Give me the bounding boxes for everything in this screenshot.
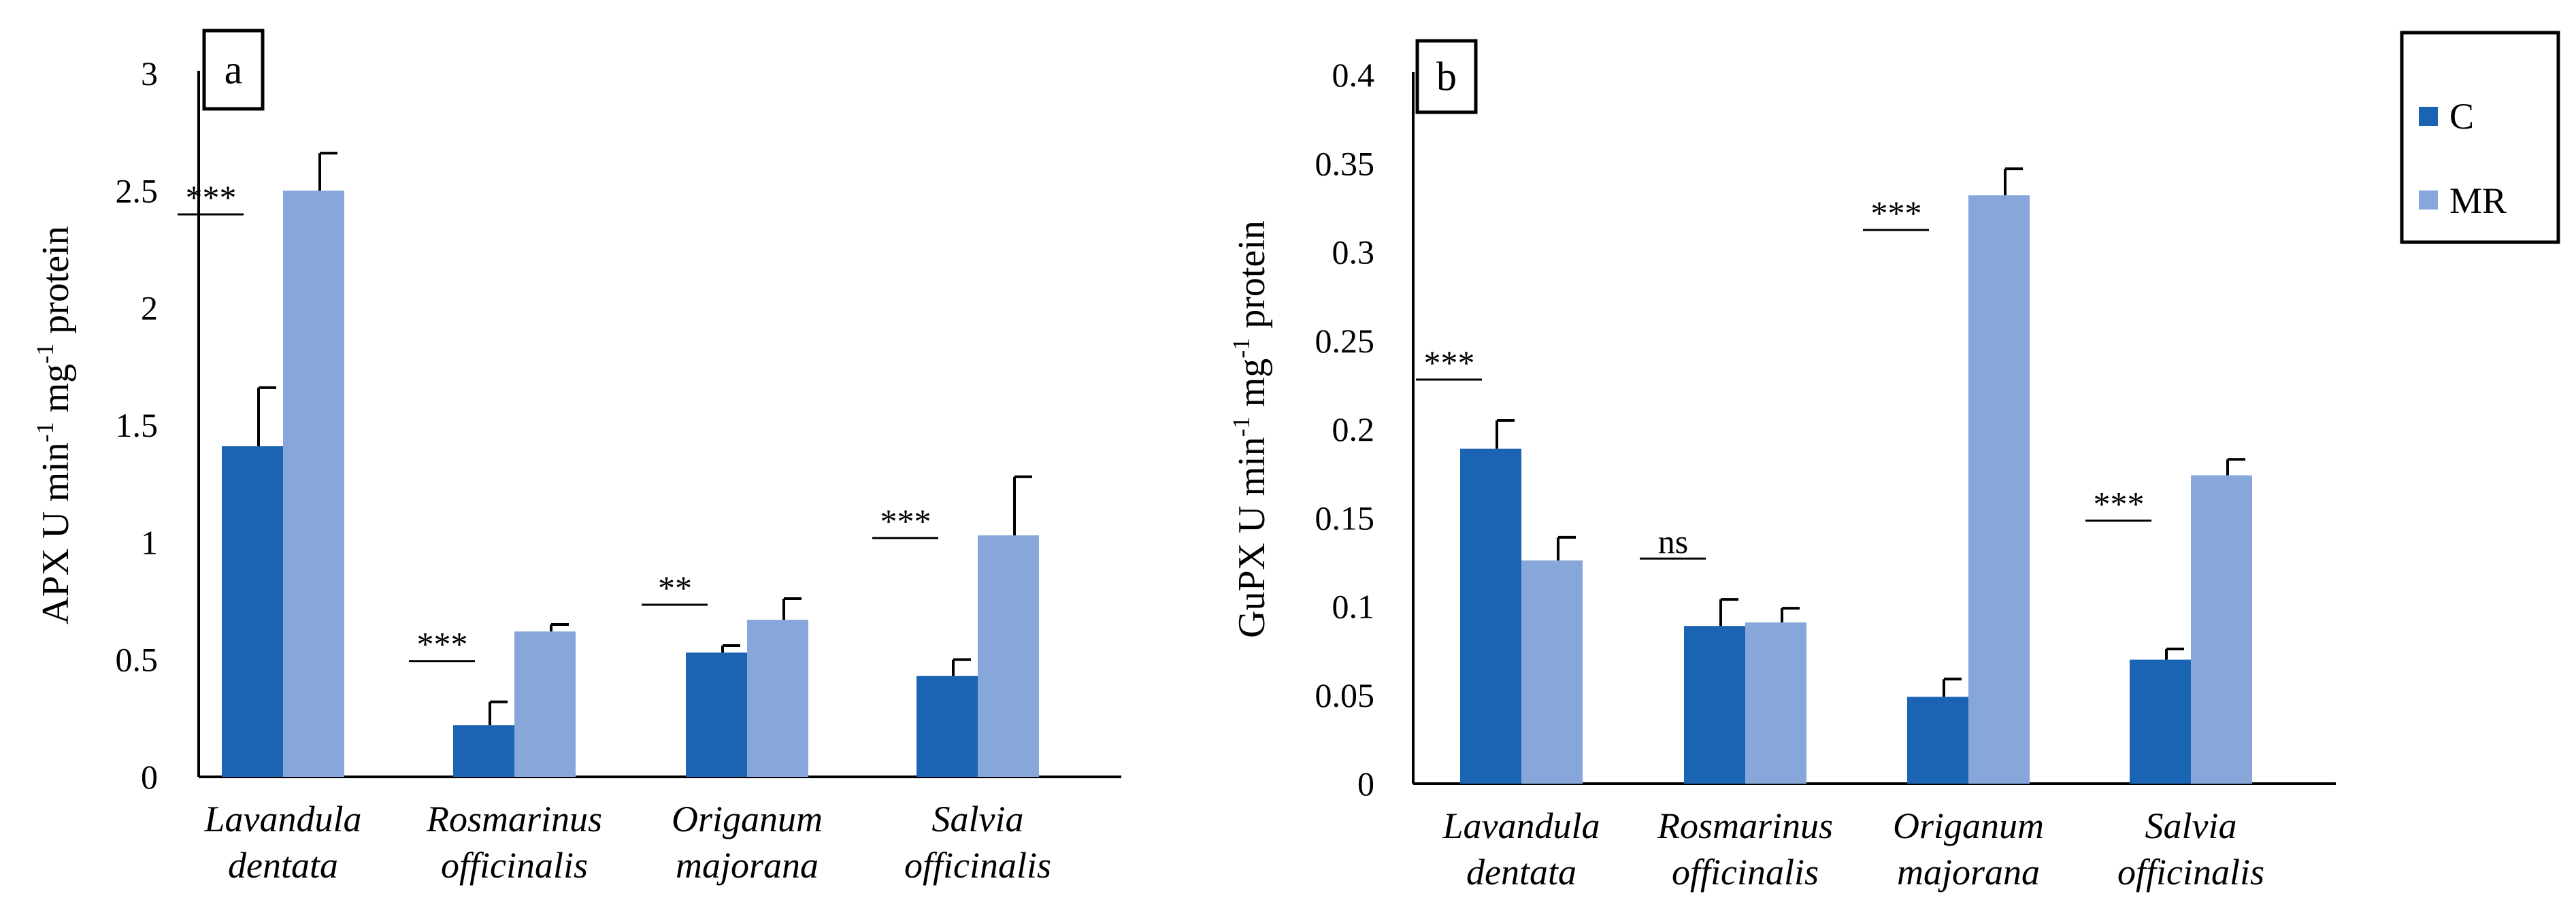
category-label: Lavandula	[1442, 805, 1600, 846]
y-tick-label: 3	[141, 54, 158, 93]
bar-c	[1460, 448, 1521, 784]
y-tick-label: 0.15	[1315, 499, 1375, 537]
y-axis-label: APX U min-1 mg-1 protein	[31, 226, 77, 624]
category-label: majorana	[1897, 852, 2040, 893]
bar-c	[2130, 659, 2191, 784]
significance-label: **	[658, 569, 692, 607]
bar-c	[453, 725, 514, 777]
y-tick-label: 0.1	[1332, 588, 1375, 626]
legend-swatch-mr	[2419, 190, 2438, 210]
bar-mr	[747, 620, 808, 777]
bar-c	[1684, 626, 1745, 784]
category-label: majorana	[676, 845, 819, 886]
y-tick-label: 0.4	[1332, 56, 1375, 94]
legend-label-mr: MR	[2449, 180, 2507, 221]
y-tick-label: 2	[141, 289, 158, 327]
bar-c	[917, 676, 978, 777]
category-label: Origanum	[672, 799, 823, 839]
y-tick-label: 0.5	[116, 641, 159, 679]
y-tick-label: 0.05	[1315, 676, 1375, 714]
category-label: Salvia	[932, 799, 1024, 839]
significance-label: ***	[1871, 194, 1922, 232]
category-label: dentata	[228, 845, 338, 886]
y-tick-label: 0.25	[1315, 322, 1375, 360]
legend-label-c: C	[2449, 96, 2474, 137]
y-tick-label: 0.35	[1315, 144, 1375, 182]
category-label: officinalis	[441, 845, 588, 886]
bar-mr	[283, 190, 344, 777]
bar-c	[686, 652, 747, 777]
significance-label: ***	[2094, 484, 2145, 522]
category-label: Origanum	[1893, 805, 2044, 846]
y-tick-label: 0.2	[1332, 410, 1375, 448]
bar-mr	[1745, 622, 1806, 784]
legend: C MR	[2400, 31, 2560, 244]
bar-c	[222, 446, 283, 777]
y-tick-label: 1	[141, 523, 158, 561]
significance-label: ***	[417, 625, 468, 663]
bar-mr	[2191, 475, 2252, 784]
y-tick-label: 0	[1357, 765, 1374, 803]
significance-label: ***	[186, 178, 237, 216]
panel-label: b	[1436, 54, 1457, 99]
category-label: officinalis	[2117, 852, 2264, 893]
category-label: officinalis	[1672, 852, 1819, 893]
panel-label-box	[202, 29, 265, 111]
y-tick-label: 1.5	[116, 406, 159, 444]
bar-mr	[514, 631, 576, 777]
bar-mr	[1968, 195, 2030, 784]
legend-swatch-c	[2419, 107, 2438, 126]
y-tick-label: 0	[141, 758, 158, 796]
category-label: Salvia	[2145, 805, 2237, 846]
y-axis-label: GuPX U min-1 mg-1 protein	[1227, 220, 1273, 638]
category-label: Rosmarinus	[426, 799, 602, 839]
y-tick-label: 2.5	[116, 171, 159, 210]
bar-c	[1907, 697, 1968, 784]
category-label: Lavandula	[203, 799, 361, 839]
panel-b-chart: 0 0.05 0.1 0.15 0.2 0.25 0.3 0.35 0.4 GuPX U min-…	[1227, 39, 2336, 893]
category-label: Rosmarinus	[1657, 805, 1833, 846]
significance-label: ***	[880, 502, 931, 540]
significance-label: ns	[1658, 522, 1688, 561]
legend-border	[2400, 31, 2560, 244]
panel-label-box	[1415, 39, 1478, 114]
panel-label: a	[225, 48, 243, 93]
category-label: officinalis	[904, 845, 1051, 886]
category-label: dentata	[1466, 852, 1576, 893]
y-tick-label: 0.3	[1332, 233, 1375, 271]
significance-label: ***	[1424, 344, 1475, 382]
bar-mr	[1521, 560, 1583, 784]
bar-mr	[978, 535, 1039, 777]
